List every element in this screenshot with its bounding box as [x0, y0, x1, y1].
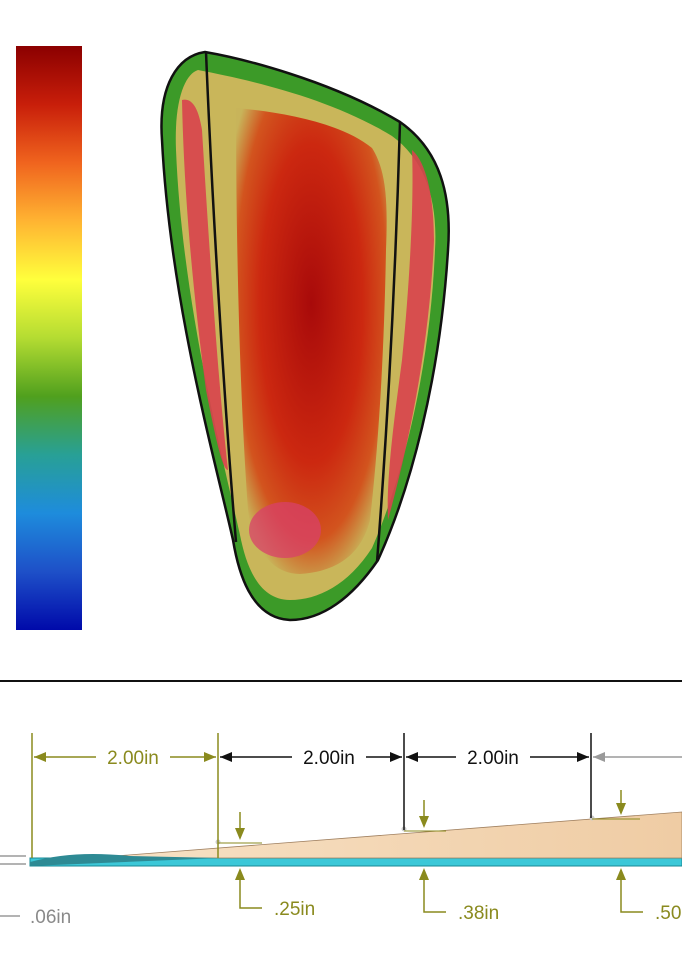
spacing-label-3: 2.00in — [467, 748, 519, 769]
cross-section-drawing — [0, 811, 682, 867]
center-panel-hot-core — [236, 108, 387, 574]
right-panel-hot-stripe — [387, 150, 434, 520]
spacing-label-1: 2.00in — [107, 748, 159, 769]
color-scale-bar — [16, 46, 82, 630]
left-panel-hot-stripe — [182, 99, 228, 470]
rib-line-left — [204, 51, 238, 543]
extension-lines — [31, 733, 592, 858]
planform-outline — [160, 50, 450, 622]
thickness-label-tip: .06in — [30, 907, 71, 928]
spacing-dimension-arrows — [34, 752, 682, 762]
heatmap-planform — [160, 50, 450, 622]
spacing-label-2: 2.00in — [303, 748, 355, 769]
thickness-label-3: .50 — [655, 903, 681, 924]
center-panel-pink-spot — [249, 502, 321, 558]
thickness-bottom-arrows — [0, 868, 643, 917]
core-wedge — [89, 811, 682, 859]
rib-line-right — [375, 121, 402, 563]
thickness-top-arrows — [218, 790, 640, 844]
tip-taper — [30, 854, 220, 866]
thickness-label-2: .38in — [458, 903, 499, 924]
thickness-label-1: .25in — [274, 899, 315, 920]
